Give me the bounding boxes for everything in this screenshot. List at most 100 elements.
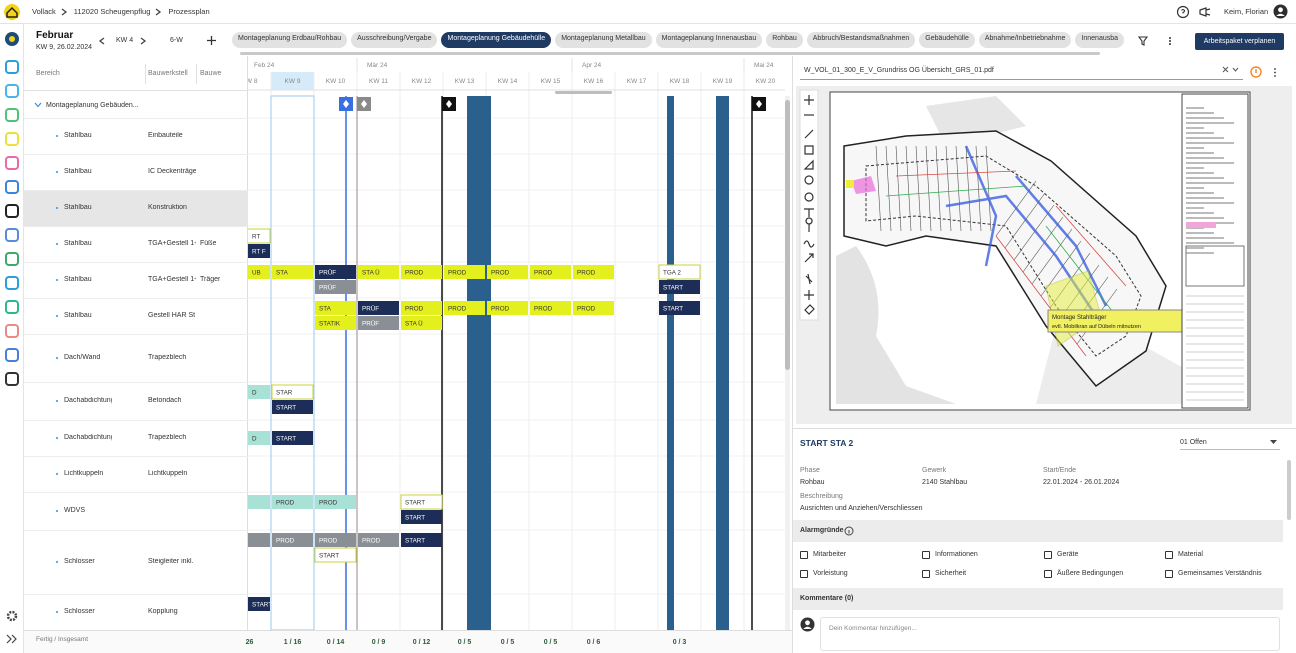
task-bar[interactable] (272, 431, 313, 445)
nav-icon[interactable] (5, 204, 19, 218)
table-row[interactable] (24, 118, 248, 154)
filter-select[interactable]: Fertig / Insgesamt (36, 636, 89, 643)
view-select[interactable]: 6-W (170, 37, 183, 44)
nav-top-icon[interactable] (4, 31, 20, 47)
task-bar[interactable] (272, 533, 313, 547)
expand-icon[interactable] (5, 633, 19, 645)
task-bar[interactable] (573, 265, 614, 279)
task-bar[interactable] (401, 265, 442, 279)
viewer-more[interactable] (1272, 68, 1278, 78)
tool-icon[interactable] (804, 290, 814, 300)
tab[interactable]: Abbruch/Bestandsmaßnahmen (806, 32, 916, 48)
tab[interactable]: Ausschreibung/Vergabe (351, 32, 438, 48)
file-controls[interactable] (1222, 66, 1240, 75)
task-bar[interactable] (272, 495, 313, 509)
status-chevron[interactable] (1270, 440, 1277, 445)
table-row[interactable] (24, 530, 248, 594)
task-bar[interactable] (315, 280, 356, 294)
logo[interactable] (3, 3, 21, 21)
table-row[interactable] (24, 594, 248, 630)
task-bar[interactable] (659, 280, 700, 294)
chevron[interactable] (60, 8, 68, 16)
avatar[interactable] (1273, 4, 1288, 19)
tool-icon[interactable] (804, 175, 814, 185)
task-bar[interactable] (401, 510, 442, 524)
tab-scroll[interactable] (240, 52, 1100, 55)
checkbox[interactable] (922, 551, 930, 559)
tab[interactable]: Montageplanung Gebäudehülle (441, 32, 552, 48)
task-bar[interactable] (248, 228, 271, 244)
table-row[interactable] (24, 456, 248, 492)
nav-icon[interactable] (5, 372, 19, 386)
task-bar[interactable] (248, 533, 270, 547)
tool-icon[interactable] (804, 208, 814, 217)
table-row[interactable] (24, 298, 248, 334)
task-bar[interactable] (530, 265, 571, 279)
add-button[interactable] (206, 35, 217, 46)
nav-icon[interactable] (5, 60, 19, 74)
table-row[interactable] (24, 190, 248, 226)
nav-icon[interactable] (5, 252, 19, 266)
detail-scroll[interactable] (1287, 460, 1291, 520)
user-name[interactable]: Keim, Florian (1224, 7, 1269, 16)
nav-icon[interactable] (5, 324, 19, 338)
task-bar[interactable] (272, 265, 313, 279)
h-scroll-thumb[interactable] (555, 91, 612, 94)
announce-icon[interactable] (1198, 5, 1212, 19)
task-bar[interactable] (271, 384, 314, 400)
tool-icon[interactable] (803, 240, 815, 248)
task-bar[interactable] (444, 265, 485, 279)
tool-icon[interactable] (803, 159, 814, 170)
nav-icon[interactable] (5, 156, 19, 170)
checkbox[interactable] (922, 570, 930, 578)
checkbox[interactable] (1044, 570, 1052, 578)
tab[interactable]: Montageplanung Erdbau/Rohbau (232, 32, 348, 48)
task-bar[interactable] (358, 533, 399, 547)
tab[interactable]: Montageplanung Innenausbau (655, 32, 763, 48)
task-bar[interactable] (315, 316, 356, 330)
tab[interactable]: Innenausba (1075, 32, 1125, 48)
checkbox[interactable] (1165, 570, 1173, 578)
task-bar[interactable] (248, 597, 270, 611)
more-icon[interactable] (1166, 36, 1174, 46)
status-select[interactable]: 01 Offen (1180, 436, 1280, 450)
table-row[interactable] (24, 492, 248, 530)
task-bar[interactable] (315, 301, 356, 315)
task-bar[interactable] (573, 301, 614, 315)
breadcrumb-item[interactable]: Prozessplan (168, 7, 210, 16)
task-bar[interactable] (314, 547, 357, 563)
table-row[interactable] (24, 334, 248, 382)
nav-icon[interactable] (5, 348, 19, 362)
nav-icon[interactable] (5, 108, 19, 122)
status-badge[interactable] (1250, 66, 1262, 78)
task-bar[interactable] (315, 265, 356, 279)
chevron[interactable] (98, 37, 106, 45)
table-row[interactable] (24, 226, 248, 262)
tool-icon[interactable] (804, 304, 815, 315)
nav-icon[interactable] (5, 180, 19, 194)
breadcrumb-item[interactable]: Vollack (32, 7, 56, 16)
primary-button[interactable]: Arbeitspaket verplanen (1195, 33, 1284, 50)
tool-icon[interactable] (805, 217, 813, 233)
tab[interactable]: Rohbau (766, 32, 803, 48)
tab[interactable]: Gebäudehülle (919, 32, 975, 48)
task-bar[interactable] (487, 301, 528, 315)
task-bar[interactable] (315, 533, 356, 547)
task-bar[interactable] (272, 400, 313, 414)
breadcrumb-item[interactable]: 112020 Scheugenpflug (73, 7, 151, 16)
comment-input[interactable]: Dein Kommentar hinzufügen... (820, 617, 1280, 651)
checkbox[interactable] (1165, 551, 1173, 559)
nav-icon[interactable] (5, 276, 19, 290)
task-bar[interactable] (530, 301, 571, 315)
task-bar[interactable] (401, 301, 442, 315)
help-icon[interactable] (1176, 5, 1190, 19)
group-toggle[interactable] (34, 101, 42, 109)
checkbox[interactable] (1044, 551, 1052, 559)
table-row[interactable] (24, 154, 248, 190)
settings-icon[interactable] (5, 609, 19, 623)
task-bar[interactable] (358, 316, 399, 330)
checkbox[interactable] (800, 551, 808, 559)
task-bar[interactable] (248, 495, 270, 509)
task-bar[interactable] (659, 301, 700, 315)
table-row[interactable] (24, 420, 248, 456)
